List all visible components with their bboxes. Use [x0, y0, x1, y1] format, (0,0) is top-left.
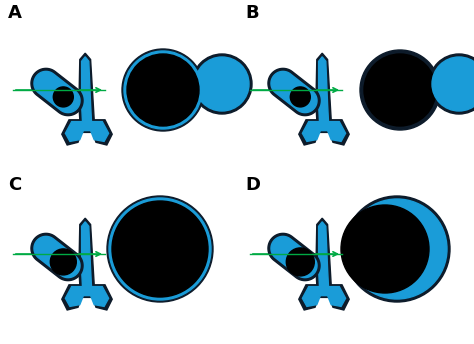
Text: C: C [8, 176, 21, 194]
Polygon shape [31, 233, 83, 281]
Polygon shape [31, 68, 83, 116]
Text: B: B [245, 4, 259, 22]
Polygon shape [268, 233, 320, 281]
Circle shape [192, 54, 252, 114]
Circle shape [127, 54, 199, 126]
Polygon shape [34, 72, 80, 112]
Circle shape [122, 49, 204, 131]
Polygon shape [34, 236, 80, 278]
Circle shape [112, 201, 208, 297]
Polygon shape [65, 222, 109, 307]
Polygon shape [62, 53, 112, 145]
Polygon shape [62, 218, 112, 310]
Circle shape [109, 198, 211, 300]
Text: A: A [8, 4, 22, 22]
Polygon shape [299, 53, 349, 145]
Polygon shape [65, 57, 109, 141]
Circle shape [344, 196, 450, 302]
Polygon shape [299, 218, 349, 310]
Circle shape [195, 57, 249, 111]
Polygon shape [271, 72, 317, 112]
Text: D: D [245, 176, 260, 194]
Circle shape [347, 199, 447, 299]
Circle shape [286, 248, 314, 276]
Polygon shape [268, 68, 320, 116]
Circle shape [364, 54, 436, 126]
Circle shape [290, 87, 310, 107]
Circle shape [124, 51, 202, 129]
Polygon shape [271, 236, 317, 278]
Circle shape [107, 196, 213, 302]
Polygon shape [302, 222, 346, 307]
Circle shape [432, 57, 474, 111]
Circle shape [53, 87, 73, 107]
Circle shape [429, 54, 474, 114]
Polygon shape [302, 57, 346, 141]
Circle shape [341, 205, 429, 293]
Circle shape [50, 249, 76, 275]
Circle shape [360, 50, 440, 130]
